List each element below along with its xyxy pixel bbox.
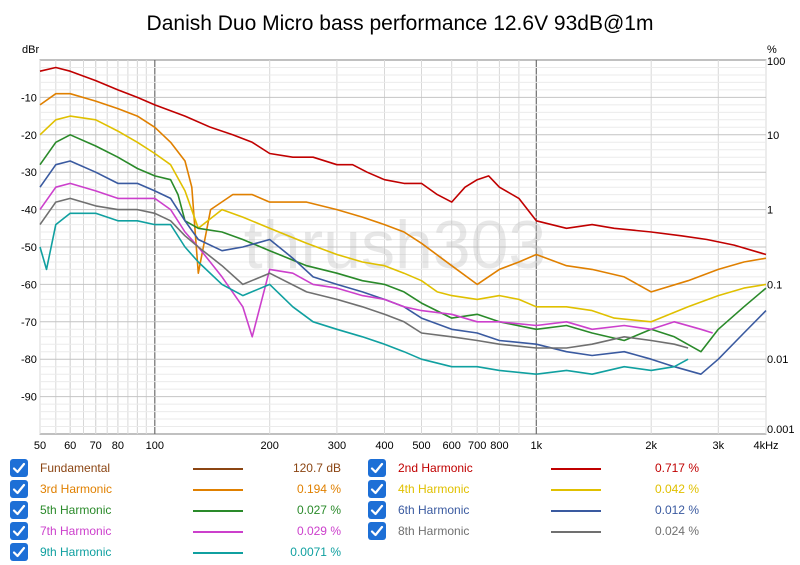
series-line-9th-harmonic (39, 212, 689, 375)
x-tick-label: 3k (712, 440, 724, 452)
legend-row-2nd-harmonic: 2nd Harmonic 0.717 % (368, 458, 713, 480)
legend-value-8th-harmonic: 0.024 % (654, 524, 699, 538)
legend-checkbox-3rd-harmonic[interactable] (10, 480, 28, 498)
y-tick-label-right: 10 (767, 130, 779, 142)
x-tick-label: 400 (375, 440, 393, 452)
legend-swatch-9th-harmonic (193, 552, 243, 554)
legend-checkbox-8th-harmonic[interactable] (368, 522, 386, 540)
legend-label-fundamental: Fundamental (40, 461, 111, 475)
legend-row-7th-harmonic: 7th Harmonic 0.029 % (10, 521, 355, 543)
series-line-6th-harmonic (39, 160, 767, 375)
legend-swatch-6th-harmonic (551, 510, 601, 512)
y-axis-right-label: % (767, 44, 777, 56)
legend-row-fundamental: Fundamental 120.7 dB (10, 458, 355, 480)
legend-value-9th-harmonic: 0.0071 % (290, 545, 341, 559)
legend-value-6th-harmonic: 0.012 % (654, 503, 699, 517)
y-tick-label-right: 100 (767, 56, 785, 68)
legend-label-6th-harmonic: 6th Harmonic (398, 503, 470, 517)
legend-swatch-4th-harmonic (551, 489, 601, 491)
x-tick-label: 200 (261, 440, 279, 452)
legend-checkbox-2nd-harmonic[interactable] (368, 459, 386, 477)
legend-checkbox-6th-harmonic[interactable] (368, 501, 386, 519)
legend-swatch-3rd-harmonic (193, 489, 243, 491)
legend-value-5th-harmonic: 0.027 % (296, 503, 341, 517)
legend-checkbox-9th-harmonic[interactable] (10, 543, 28, 561)
legend-row-5th-harmonic: 5th Harmonic 0.027 % (10, 500, 355, 522)
legend-label-8th-harmonic: 8th Harmonic (398, 524, 470, 538)
legend-swatch-7th-harmonic (193, 531, 243, 533)
series-line-2nd-harmonic (39, 66, 767, 256)
x-tick-label: 500 (412, 440, 430, 452)
x-tick-label: 70 (90, 440, 102, 452)
series-line-7th-harmonic (39, 182, 713, 338)
y-tick-label-right: 0.01 (767, 354, 788, 366)
legend-label-4th-harmonic: 4th Harmonic (398, 482, 470, 496)
y-tick-label-right: 0.1 (767, 279, 782, 291)
legend-value-3rd-harmonic: 0.194 % (296, 482, 341, 496)
x-tick-label: 1k (530, 440, 542, 452)
x-tick-label: 700 (468, 440, 486, 452)
y-tick-label-left: -40 (21, 205, 37, 217)
legend-value-4th-harmonic: 0.042 % (654, 482, 699, 496)
legend-checkbox-5th-harmonic[interactable] (10, 501, 28, 519)
legend-row-9th-harmonic: 9th Harmonic 0.0071 % (10, 542, 355, 564)
grid (39, 60, 767, 434)
x-tick-label: 2k (645, 440, 657, 452)
legend-swatch-fundamental (193, 468, 243, 470)
watermark: thrush303 (244, 207, 546, 283)
x-tick-label: 80 (112, 440, 124, 452)
legend-swatch-5th-harmonic (193, 510, 243, 512)
series-line-8th-harmonic (39, 197, 689, 349)
series-lines (39, 66, 767, 375)
legend-checkbox-7th-harmonic[interactable] (10, 522, 28, 540)
legend-value-fundamental: 120.7 dB (292, 461, 341, 475)
legend-label-3rd-harmonic: 3rd Harmonic (40, 482, 113, 496)
y-axis-left-label: dBr (22, 44, 39, 56)
legend-label-7th-harmonic: 7th Harmonic (40, 524, 112, 538)
y-tick-label-left: -20 (21, 130, 37, 142)
series-line-4th-harmonic (39, 115, 767, 323)
x-tick-label: 4kHz (753, 440, 778, 452)
legend-label-5th-harmonic: 5th Harmonic (40, 503, 112, 517)
x-tick-label: 600 (443, 440, 461, 452)
legend-label-2nd-harmonic: 2nd Harmonic (398, 461, 473, 475)
y-tick-label-left: -10 (21, 92, 37, 104)
harmonic-distortion-chart: Danish Duo Micro bass performance 12.6V … (21, 12, 795, 452)
legend-row-3rd-harmonic: 3rd Harmonic 0.194 % (10, 479, 355, 501)
legend-row-4th-harmonic: 4th Harmonic 0.042 % (368, 479, 713, 501)
y-tick-label-left: -60 (21, 279, 37, 291)
y-tick-label-right: 0.001 (767, 424, 795, 436)
series-line-3rd-harmonic (39, 92, 767, 293)
y-tick-label-left: -50 (21, 242, 37, 254)
x-tick-label: 100 (146, 440, 164, 452)
legend-swatch-2nd-harmonic (551, 468, 601, 470)
y-tick-label-left: -80 (21, 354, 37, 366)
y-tick-label-right: 1 (767, 205, 773, 217)
y-tick-label-left: -30 (21, 167, 37, 179)
legend-value-2nd-harmonic: 0.717 % (654, 461, 699, 475)
legend-label-9th-harmonic: 9th Harmonic (40, 545, 112, 559)
series-line-5th-harmonic (39, 134, 767, 353)
y-tick-label-left: -90 (21, 392, 37, 404)
x-tick-label: 50 (34, 440, 46, 452)
axis-tick-labels: 50 60 70 80 100 200 300 400 500 600 700 800 1k 2k 3k 4k… (21, 56, 795, 452)
legend-row-6th-harmonic: 6th Harmonic 0.012 % (368, 500, 713, 522)
legend-value-7th-harmonic: 0.029 % (296, 524, 341, 538)
legend-row-8th-harmonic: 8th Harmonic 0.024 % (368, 521, 713, 543)
x-tick-label: 300 (328, 440, 346, 452)
x-tick-label: 60 (64, 440, 76, 452)
x-tick-label: 800 (490, 440, 508, 452)
chart-title: Danish Duo Micro bass performance 12.6V … (147, 12, 654, 35)
legend-checkbox-fundamental[interactable] (10, 459, 28, 477)
y-tick-label-left: -70 (21, 317, 37, 329)
legend-swatch-8th-harmonic (551, 531, 601, 533)
legend-checkbox-4th-harmonic[interactable] (368, 480, 386, 498)
